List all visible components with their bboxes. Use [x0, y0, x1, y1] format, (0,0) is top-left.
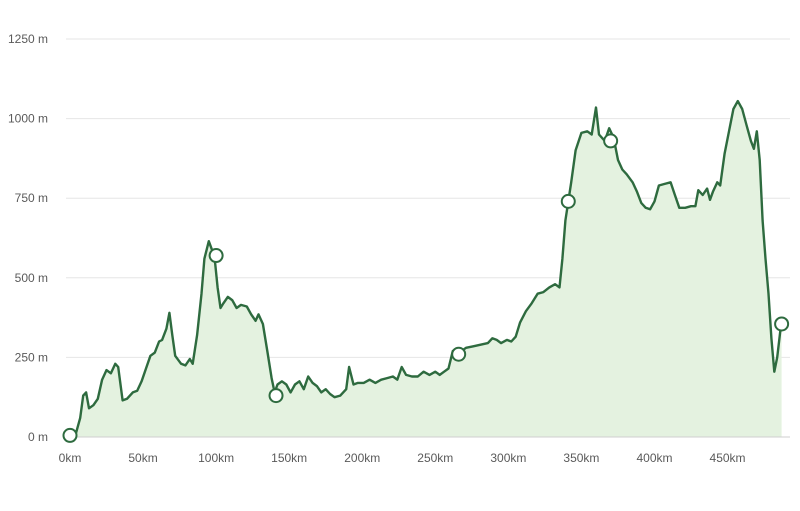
- y-axis-labels: 0 m 250 m 500 m 750 m 1000 m 1250 m: [8, 32, 48, 444]
- x-tick-label: 100km: [198, 451, 234, 465]
- x-tick-label: 350km: [563, 451, 599, 465]
- waypoint-marker[interactable]: [560, 193, 576, 209]
- waypoint-marker[interactable]: [62, 427, 78, 443]
- x-tick-label: 300km: [490, 451, 526, 465]
- y-tick-label: 250 m: [15, 350, 48, 364]
- x-tick-label: 200km: [344, 451, 380, 465]
- x-tick-label: 400km: [636, 451, 672, 465]
- waypoint-markers[interactable]: [62, 133, 790, 443]
- waypoint-marker[interactable]: [451, 346, 467, 362]
- waypoint-marker[interactable]: [774, 316, 790, 332]
- elevation-line: [68, 99, 783, 437]
- waypoint-marker[interactable]: [268, 388, 284, 404]
- elevation-area-layer: [68, 99, 783, 437]
- x-tick-label: 150km: [271, 451, 307, 465]
- x-tick-label: 450km: [710, 451, 746, 465]
- x-tick-label: 50km: [128, 451, 157, 465]
- y-tick-label: 1000 m: [8, 112, 48, 126]
- y-tick-label: 500 m: [15, 271, 48, 285]
- waypoint-marker[interactable]: [208, 248, 224, 264]
- waypoint-marker[interactable]: [603, 133, 619, 149]
- y-tick-label: 0 m: [28, 430, 48, 444]
- x-axis-labels: 0km 50km 100km 150km 200km 250km 300km 350km 400…: [59, 451, 746, 465]
- x-tick-label: 0km: [59, 451, 82, 465]
- y-tick-label: 750 m: [15, 191, 48, 205]
- y-tick-label: 1250 m: [8, 32, 48, 46]
- x-tick-label: 250km: [417, 451, 453, 465]
- elevation-area-fill: [70, 101, 782, 437]
